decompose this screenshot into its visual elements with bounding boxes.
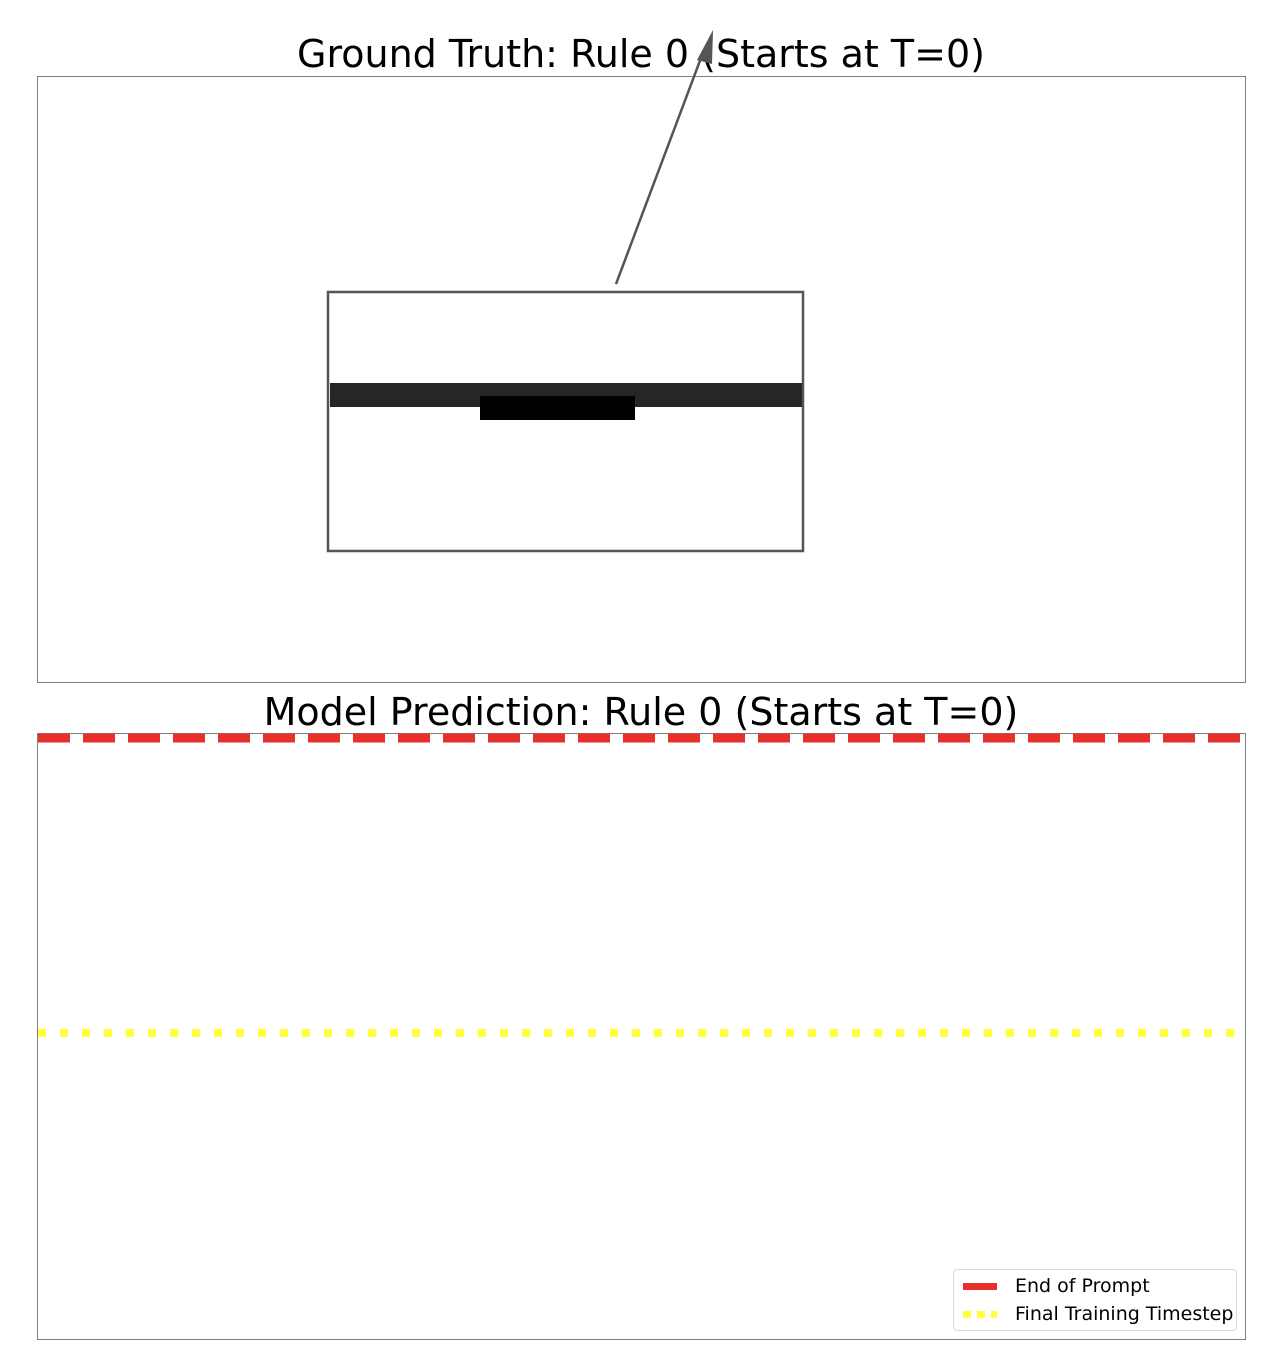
ground-truth-center-block bbox=[480, 396, 635, 420]
legend-item: End of Prompt bbox=[954, 1273, 1236, 1299]
legend-swatch-end-of-prompt bbox=[963, 1283, 997, 1290]
legend-label: Final Training Timestep bbox=[1015, 1301, 1233, 1327]
ground-truth-arrow-shaft bbox=[616, 50, 704, 284]
ground-truth-inset-box bbox=[328, 292, 803, 551]
legend-item: Final Training Timestep bbox=[954, 1301, 1236, 1327]
ground-truth-arrow-head bbox=[697, 30, 713, 64]
legend-swatch-final-training-timestep bbox=[963, 1311, 997, 1318]
legend: End of Prompt Final Training Timestep bbox=[953, 1269, 1237, 1331]
legend-label: End of Prompt bbox=[1015, 1273, 1150, 1299]
